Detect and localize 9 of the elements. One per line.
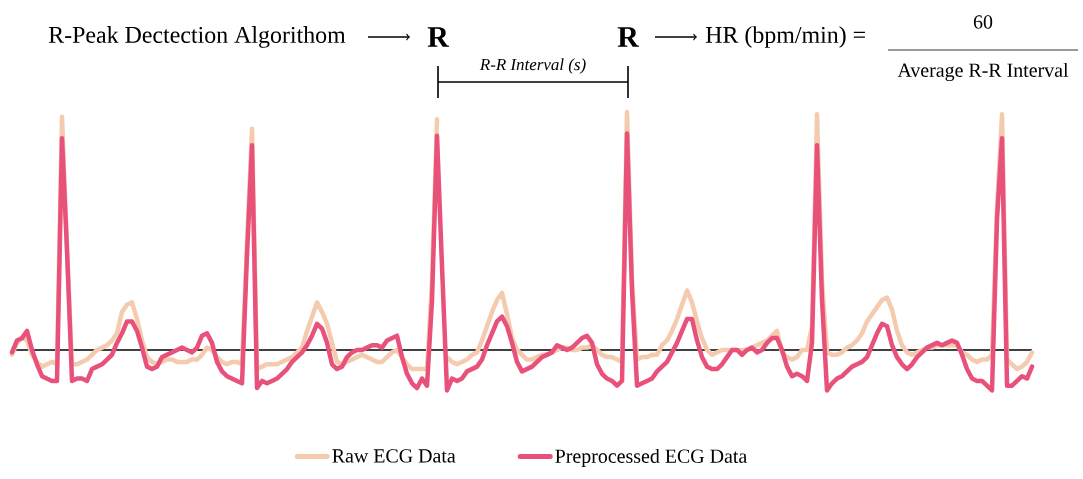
text: 60: [973, 15, 993, 29]
text: R: [427, 27, 450, 47]
legend-label: Raw ECG Data: [332, 449, 456, 463]
text: HR (bpm/min) =: [705, 26, 865, 48]
legend-label: Preprocessed ECG Data: [555, 448, 747, 467]
text: R-R Interval (s): [479, 58, 586, 74]
text: Average R-R Interval: [897, 62, 1069, 82]
text: R-Peak Dectection Algorithom: [48, 26, 346, 48]
text: R: [617, 27, 640, 47]
